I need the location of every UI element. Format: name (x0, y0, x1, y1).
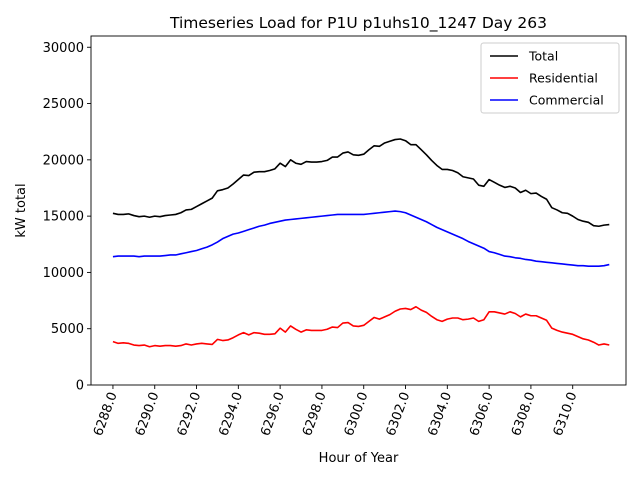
x-tick-label: 6300.0 (342, 390, 372, 438)
x-tick-label: 6292.0 (175, 390, 205, 438)
y-tick-label: 5000 (51, 322, 84, 337)
y-tick-label: 30000 (43, 41, 84, 56)
x-tick-label: 6290.0 (133, 390, 163, 438)
x-tick-label: 6296.0 (258, 390, 288, 438)
legend-label-total: Total (528, 49, 558, 64)
y-axis-ticks: 0 5000 10000 15000 20000 25000 30000 (43, 41, 91, 394)
x-tick-label: 6310.0 (551, 390, 581, 438)
x-tick-label: 6298.0 (300, 390, 330, 438)
x-axis-ticks: 6288.0 6290.0 6292.0 6294.0 6296.0 6298.0 6300… (91, 385, 580, 438)
series-line-total (112, 138, 610, 228)
x-tick-label: 6302.0 (384, 390, 414, 438)
legend-items: Total Residential Commercial (490, 49, 604, 108)
x-tick-label: 6304.0 (425, 390, 455, 438)
chart-title: Timeseries Load for P1U p1uhs10_1247 Day… (169, 14, 547, 33)
series-line-commercial (112, 210, 610, 268)
legend-box (480, 42, 620, 114)
y-tick-label: 20000 (43, 153, 84, 168)
series-layer (112, 138, 610, 348)
series-line-residential (112, 305, 610, 348)
legend: Total Residential Commercial (480, 42, 620, 114)
x-tick-label: 6306.0 (467, 390, 497, 438)
y-tick-label: 10000 (43, 266, 84, 281)
plot-frame (90, 35, 627, 386)
y-tick-label: 15000 (43, 210, 84, 225)
legend-label-commercial: Commercial (529, 93, 604, 108)
y-tick-label: 25000 (43, 97, 84, 112)
y-tick-label: 0 (76, 379, 84, 394)
x-tick-label: 6308.0 (509, 390, 539, 438)
x-axis-title: Hour of Year (319, 451, 399, 466)
x-tick-label: 6288.0 (91, 390, 121, 438)
y-axis-title: kW total (14, 183, 29, 237)
legend-label-residential: Residential (529, 71, 598, 86)
x-tick-label: 6294.0 (216, 390, 246, 438)
